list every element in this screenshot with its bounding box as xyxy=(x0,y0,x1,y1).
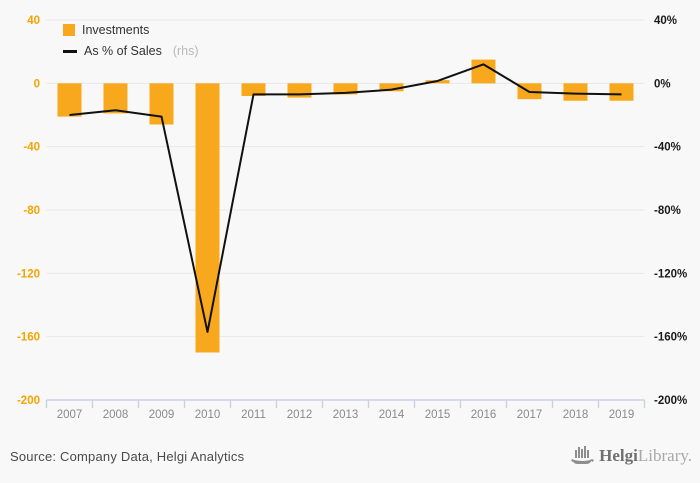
investments-swatch-icon xyxy=(63,24,75,36)
x-label-2015: 2015 xyxy=(425,409,451,421)
x-label-2014: 2014 xyxy=(379,409,405,421)
left-axis-label: -120 xyxy=(17,268,40,280)
logo-text: HelgiLibrary. xyxy=(599,446,692,466)
bar-2010 xyxy=(195,83,220,353)
helgi-library-logo: HelgiLibrary. xyxy=(571,445,692,467)
right-axis-label: -160% xyxy=(654,332,687,344)
bar-2007 xyxy=(57,83,82,117)
investments-chart: 2007 2008 2009 2010 2011 2012 2013 2014 2015 2016… xyxy=(17,15,687,421)
x-label-2013: 2013 xyxy=(333,409,359,421)
legend-item-sales-pct: As % of Sales (rhs) xyxy=(63,44,199,58)
x-label-2018: 2018 xyxy=(563,409,589,421)
helgi-ship-icon xyxy=(571,446,594,464)
x-label-2008: 2008 xyxy=(103,409,129,421)
left-axis-label: -160 xyxy=(17,332,40,344)
bar-2019 xyxy=(609,83,634,101)
bar-2011 xyxy=(241,83,266,96)
chart-footer: Source: Company Data, Helgi Analytics He… xyxy=(0,435,700,483)
line-swatch-icon xyxy=(63,49,77,53)
chart-legend: Investments As % of Sales (rhs) xyxy=(63,23,199,58)
x-label-2011: 2011 xyxy=(241,409,266,421)
x-label-2010: 2010 xyxy=(195,409,221,421)
right-axis-label: -40% xyxy=(654,142,681,154)
right-axis-label: 40% xyxy=(654,15,677,27)
right-axis-label: -80% xyxy=(654,205,681,217)
right-axis-label: 0% xyxy=(654,78,671,90)
left-axis-label: -80 xyxy=(23,205,40,217)
chart-svg: 2007 2008 2009 2010 2011 2012 2013 2014 2015 2016… xyxy=(17,15,687,421)
right-axis-label: -200% xyxy=(654,395,687,407)
legend-rhs-suffix: (rhs) xyxy=(172,44,199,58)
x-label-2019: 2019 xyxy=(609,409,635,421)
legend-investments-label: Investments xyxy=(82,23,150,37)
bar-2018 xyxy=(563,83,588,101)
source-caption: Source: Company Data, Helgi Analytics xyxy=(10,449,245,464)
x-label-2012: 2012 xyxy=(287,409,313,421)
legend-item-investments: Investments xyxy=(63,23,199,37)
left-axis-label: 40 xyxy=(27,15,40,27)
logo-name: Helgi xyxy=(599,446,638,465)
bar-2008 xyxy=(103,83,128,114)
left-axis-label: -200 xyxy=(17,395,40,407)
logo-suffix: Library. xyxy=(637,446,692,465)
x-label-2009: 2009 xyxy=(149,409,175,421)
left-axis-label: -40 xyxy=(23,142,40,154)
x-label-2007: 2007 xyxy=(57,409,83,421)
sales-pct-line xyxy=(69,63,622,333)
x-label-2017: 2017 xyxy=(517,409,543,421)
bar-2014 xyxy=(379,83,404,92)
left-axis-label: 0 xyxy=(34,78,40,90)
bar-2012 xyxy=(287,83,312,98)
legend-sales-label: As % of Sales xyxy=(84,44,162,58)
right-axis-label: -120% xyxy=(654,268,687,280)
bar-2013 xyxy=(333,83,358,95)
x-label-2016: 2016 xyxy=(471,409,497,421)
bar-2016 xyxy=(471,59,496,84)
